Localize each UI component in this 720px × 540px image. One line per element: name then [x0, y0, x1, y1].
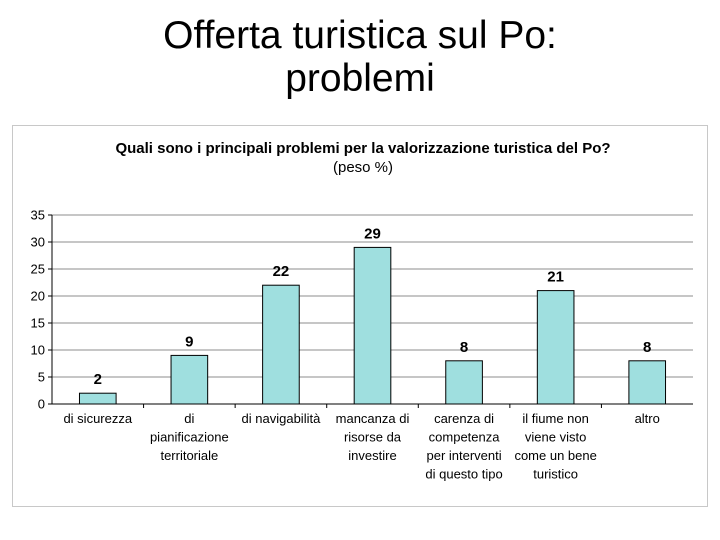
bar — [536, 290, 575, 405]
x-category-label: carenza di competenza per interventi di que… — [425, 411, 502, 482]
bar-chart: Quali sono i principali problemi per la … — [31, 140, 693, 482]
slide-title: Offerta turistica sul Po: problemi — [0, 14, 720, 100]
bar — [78, 392, 117, 405]
data-label: 2 — [94, 371, 102, 388]
data-label: 22 — [273, 263, 290, 280]
slide-title-line-1: Offerta turistica sul Po: — [163, 14, 557, 57]
x-category-label: altro — [635, 411, 660, 426]
chart-frame: Quali sono i principali problemi per la … — [12, 125, 708, 507]
y-tick-label: 35 — [31, 208, 45, 223]
data-label: 8 — [460, 339, 468, 356]
bar — [353, 246, 392, 405]
chart-subtitle: (peso %) — [333, 159, 393, 176]
bar — [262, 284, 300, 405]
y-tick-label: 5 — [38, 370, 45, 385]
data-label: 21 — [547, 269, 564, 286]
y-tick-label: 15 — [31, 316, 45, 331]
chart-title: Quali sono i principali problemi per la … — [115, 140, 610, 157]
y-tick-label: 20 — [31, 289, 45, 304]
x-category-label: di sicurezza — [63, 411, 132, 426]
x-category-label: il fiume non viene visto come un bene turis… — [514, 411, 596, 482]
slide-title-line-2: problemi — [285, 57, 435, 100]
data-label: 9 — [185, 333, 193, 350]
x-axis: di sicurezza di pianificazione territoriale… — [63, 404, 660, 482]
x-category-label: di navigabilità — [242, 411, 322, 426]
x-category-label: mancanza di risorse da investire — [336, 411, 410, 463]
y-tick-label: 10 — [31, 343, 45, 358]
y-tick-label: 25 — [31, 262, 45, 277]
bar — [170, 354, 209, 405]
y-tick-label: 30 — [31, 235, 45, 250]
data-label: 29 — [364, 225, 381, 242]
y-tick-label: 0 — [38, 397, 45, 412]
bar — [445, 360, 483, 405]
data-label: 8 — [643, 339, 651, 356]
x-category-label: di pianificazione territoriale — [150, 411, 229, 463]
bar — [628, 360, 667, 405]
y-axis: 0 5 10 15 20 25 30 35 — [31, 208, 693, 412]
